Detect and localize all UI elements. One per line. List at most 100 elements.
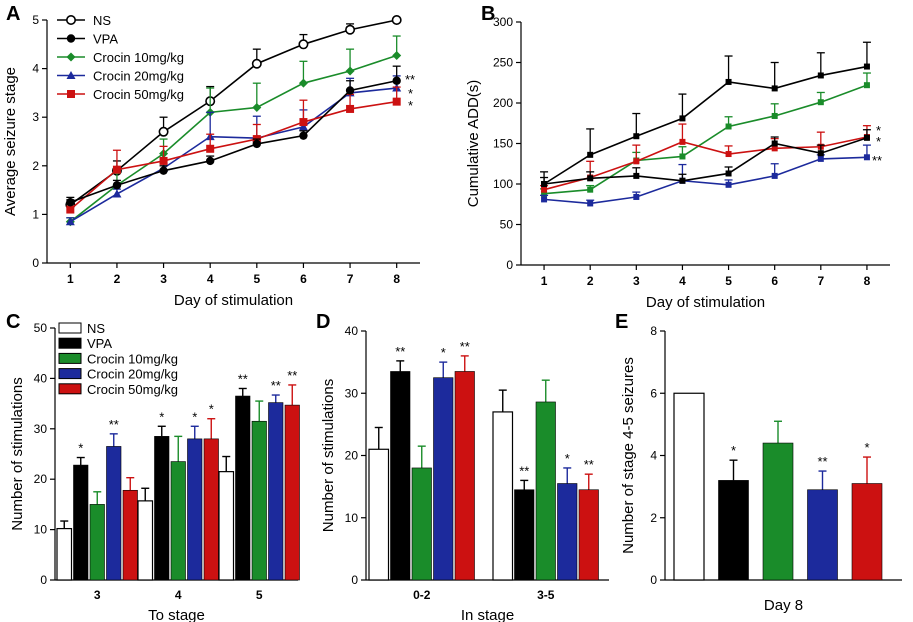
- bar-vpa: **: [390, 344, 411, 581]
- bar-crocin-50mg-kg: [122, 476, 138, 581]
- bar: [56, 527, 73, 581]
- bar: [411, 467, 432, 581]
- data-point: [771, 85, 778, 92]
- bar-crocin-20mg-kg: *: [433, 345, 454, 581]
- x-tick-label: 3-5: [537, 588, 555, 602]
- bar: [718, 480, 749, 581]
- x-axis-label: Day 8: [764, 597, 803, 614]
- bar-crocin-10mg-kg: [89, 491, 105, 581]
- bar: [557, 483, 578, 581]
- data-point: [112, 189, 122, 198]
- bar-ns: [56, 520, 73, 581]
- x-tick-label: 2: [587, 274, 594, 288]
- series-vpa: [66, 65, 401, 207]
- y-tick-label: 0: [506, 258, 513, 272]
- x-tick-label: 7: [347, 272, 354, 286]
- x-tick-label: 2: [114, 272, 121, 286]
- legend-swatch: [58, 383, 82, 395]
- legend-label: VPA: [93, 32, 118, 47]
- bar-crocin-20mg-kg: **: [106, 417, 122, 581]
- data-point: [587, 151, 594, 158]
- y-tick-label: 1: [32, 207, 39, 221]
- bar-crocin-50mg-kg: *: [203, 402, 219, 581]
- data-point: [205, 156, 215, 166]
- data-point: [298, 122, 308, 131]
- bar-vpa: *: [718, 443, 749, 581]
- x-tick-label: 5: [725, 274, 732, 288]
- legend-label: Crocin 50mg/kg: [93, 87, 184, 102]
- significance-mark: **: [584, 457, 594, 472]
- legend-label: Crocin 10mg/kg: [87, 351, 178, 366]
- series-line: [543, 136, 868, 191]
- legend-marker: [66, 71, 76, 79]
- bar-crocin-10mg-kg: [170, 435, 186, 581]
- bar: [514, 489, 535, 581]
- significance-mark: *: [78, 441, 83, 456]
- significance-mark: **: [817, 454, 827, 469]
- significance-mark: **: [271, 378, 281, 393]
- legend-label: NS: [87, 321, 105, 336]
- series-line: [69, 100, 397, 211]
- bar-ns: [137, 487, 154, 581]
- significance-mark: *: [159, 409, 164, 424]
- bar: [106, 446, 122, 581]
- significance-mark: **: [238, 371, 248, 386]
- y-tick-label: 100: [493, 177, 513, 191]
- data-point: [298, 78, 308, 88]
- x-tick-label: 3: [633, 274, 640, 288]
- bar: [170, 461, 186, 581]
- y-axis-label: Average seizure stage: [2, 67, 19, 216]
- data-point: [633, 172, 640, 179]
- bar: [218, 471, 235, 581]
- significance-mark: *: [408, 86, 413, 101]
- data-point: [392, 76, 401, 85]
- data-point: [112, 181, 122, 190]
- bar: [368, 448, 390, 581]
- x-tick-label: 1: [541, 274, 548, 288]
- y-tick-label: 5: [32, 13, 39, 27]
- data-point: [345, 24, 356, 35]
- series-line: [543, 65, 868, 185]
- x-axis-label: Day of stimulation: [174, 292, 293, 309]
- series-crocin-10mg-kg: [540, 72, 871, 197]
- bar: [268, 402, 284, 581]
- bar: [762, 442, 794, 581]
- bar: [122, 489, 138, 581]
- bar: [284, 404, 300, 581]
- significance-mark: *: [209, 402, 214, 417]
- data-point: [863, 154, 870, 161]
- data-point: [587, 175, 594, 182]
- legend-marker: [67, 90, 75, 98]
- y-tick-label: 8: [650, 324, 657, 338]
- panel-label: E: [615, 311, 628, 333]
- series-line: [543, 156, 867, 205]
- legend-label: NS: [93, 13, 111, 28]
- significance-mark: **: [109, 417, 119, 432]
- x-tick-label: 0-2: [413, 588, 431, 602]
- bar: [137, 500, 154, 581]
- y-tick-label: 4: [32, 62, 39, 76]
- series-line: [543, 137, 868, 185]
- data-point: [392, 97, 401, 106]
- bar-crocin-10mg-kg: [535, 379, 556, 581]
- y-tick-label: 30: [345, 386, 359, 400]
- x-tick-label: 5: [256, 588, 263, 602]
- y-tick-label: 10: [34, 523, 48, 537]
- data-point: [252, 139, 262, 149]
- significance-mark: **: [395, 344, 405, 359]
- data-point: [817, 72, 824, 79]
- bar: [89, 504, 105, 581]
- data-point: [771, 145, 778, 152]
- data-point: [392, 50, 402, 60]
- data-point: [66, 198, 75, 207]
- x-tick-label: 4: [175, 588, 182, 602]
- bar-crocin-10mg-kg: [411, 445, 432, 581]
- data-point: [587, 186, 594, 193]
- legend: NS VPA Crocin 10mg/kg Crocin 20mg/kg Crocin …: [57, 13, 184, 102]
- significance-mark: **: [287, 368, 297, 383]
- bar-crocin-20mg-kg: **: [807, 454, 838, 581]
- data-point: [159, 166, 168, 175]
- y-tick-label: 0: [351, 573, 358, 587]
